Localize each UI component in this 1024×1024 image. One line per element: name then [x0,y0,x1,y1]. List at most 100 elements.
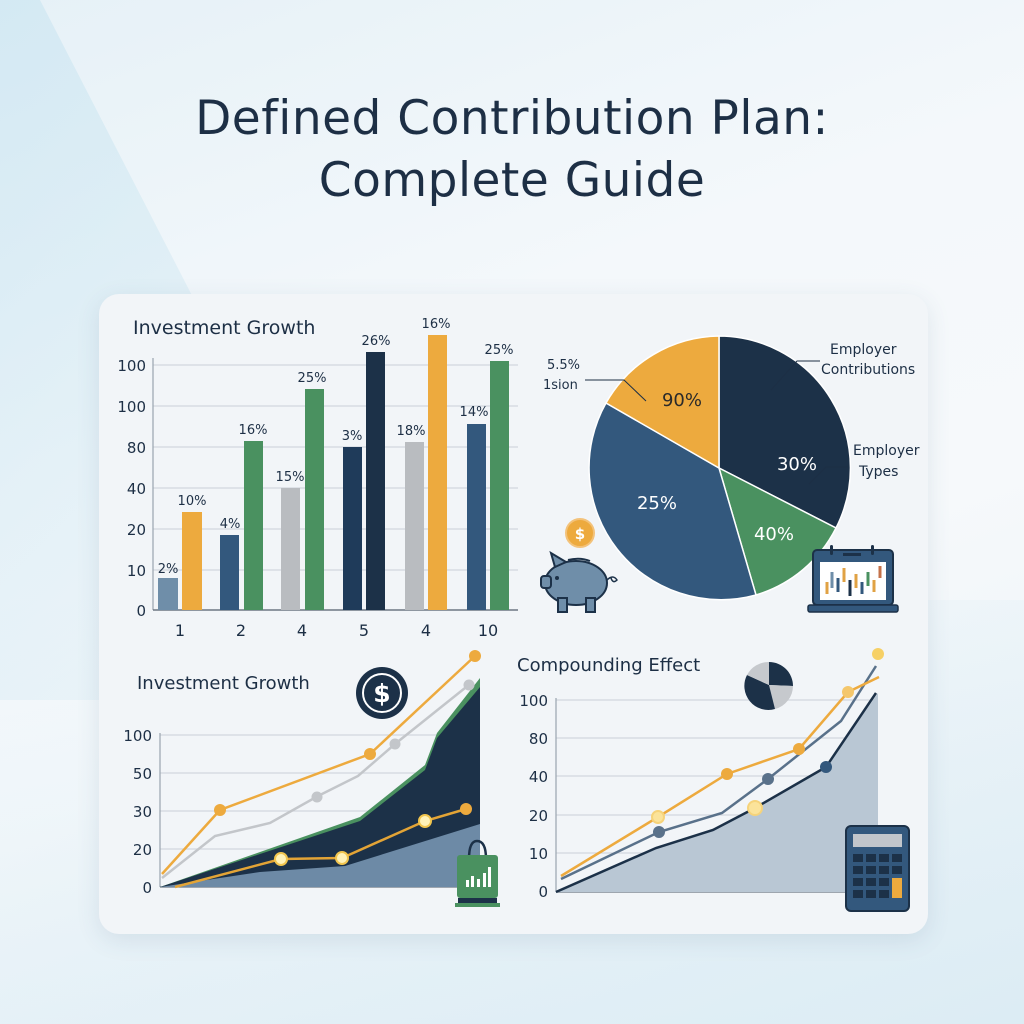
piggy-bank-icon: $ [540,518,618,613]
y-tick: 80 [529,730,548,748]
bar [490,361,509,610]
bar [305,389,324,610]
x-tick: 2 [236,621,246,640]
pie-leader-lines [585,360,848,485]
bar-value-label: 14% [460,405,489,420]
y-tick: 40 [127,480,146,498]
pie-annotation-employer-contributions: Contributions [821,362,915,378]
bar [220,535,239,610]
left-area-chart: Investment Growth 100 50 30 20 0 [123,650,500,907]
orange-line [161,655,476,875]
bar-chart-x-ticks: 1 2 4 5 4 10 [175,621,498,640]
data-point [364,748,376,760]
bar-chart-y-ticks: 100 100 80 40 20 10 0 [117,357,146,620]
data-point [418,814,432,828]
calculator-icon [845,825,910,912]
x-tick: 4 [297,621,307,640]
compounding-y-ticks: 100 80 40 20 10 0 [519,692,548,901]
data-point [747,800,763,816]
bar-chart-title: Investment Growth [133,317,315,339]
compounding-chart-title: Compounding Effect [517,655,700,676]
y-tick: 100 [117,398,146,416]
bar-chart-gridlines [153,364,518,571]
data-point [721,768,733,780]
left-area-y-ticks: 100 50 30 20 0 [123,727,152,897]
x-tick: 4 [421,621,431,640]
compounding-chart: Compounding Effect 100 80 40 20 10 0 [517,648,910,912]
light-blue-area [160,824,480,887]
y-tick: 10 [127,562,146,580]
y-tick: 100 [117,357,146,375]
bar [244,441,263,610]
pie-label-blue: 25% [637,493,677,514]
data-point [762,773,774,785]
data-point [274,852,288,866]
y-tick: 0 [136,602,146,620]
pie-slice-labels: 90% 30% 25% 40% [637,390,817,545]
title-line-1: Defined Contribution Plan: [195,91,829,146]
bar-value-label: 3% [342,429,363,444]
bar-value-label: 4% [220,517,241,532]
data-point [460,803,472,815]
y-tick: 0 [142,879,152,897]
y-tick: 0 [538,883,548,901]
data-point [842,686,854,698]
bar [158,578,178,610]
pie-label-navy: 30% [777,454,817,475]
left-area-chart-title: Investment Growth [137,673,310,694]
pie-annotation-left: 5.5% [547,358,580,373]
y-tick: 100 [519,692,548,710]
pie-label-orange: 90% [662,390,702,411]
compounding-area [556,693,878,892]
title-line-2: Complete Guide [318,153,706,208]
y-tick: 30 [133,803,152,821]
svg-text:$: $ [575,525,585,543]
data-point [469,650,481,662]
pie-annotation-employer-contributions: Employer [830,342,897,358]
y-tick: 80 [127,439,146,457]
data-point [820,761,832,773]
y-tick: 20 [529,807,548,825]
pie-slice-navy [718,335,852,530]
pie-slice-blue [588,401,757,601]
pie-annotation-employer-types: Types [858,464,898,480]
page-title: Defined Contribution Plan: Complete Guid… [0,88,1024,212]
y-tick: 20 [133,841,152,859]
data-point [653,826,665,838]
data-point [651,810,665,824]
data-point [389,738,401,750]
bar [428,335,447,610]
bar-value-label: 2% [158,562,179,577]
bar-value-label: 15% [276,470,305,485]
bar [467,424,486,610]
data-point [214,804,226,816]
bar-value-label: 16% [239,423,268,438]
svg-text:$: $ [373,679,390,708]
x-tick: 10 [478,621,498,640]
bar-value-label: 26% [362,334,391,349]
bar-chart-bars [158,335,509,610]
bar-value-label: 18% [397,424,426,439]
bar-value-labels: 2% 10% 4% 16% 15% 25% 3% 26% 18% 16% 14%… [158,317,514,577]
bar-value-label: 16% [422,317,451,332]
bar-value-label: 10% [178,494,207,509]
laptop-chart-icon [807,545,899,613]
navy-line [555,692,878,894]
y-tick: 10 [529,845,548,863]
data-point [311,791,323,803]
y-tick: 50 [133,765,152,783]
pie-annotation-left: 1sion [543,378,578,393]
bar-value-label: 25% [485,343,514,358]
pie-slice-green [717,466,838,596]
pie-chart: 90% 30% 25% 40% 5.5% 1sion Employer Cont… [540,335,920,613]
bar [182,512,202,610]
shopping-bag-chart-icon [455,839,500,907]
bar [366,352,385,610]
bar [281,488,300,610]
x-tick: 1 [175,621,185,640]
bar [405,442,424,610]
pie-slice-orange [604,335,720,470]
pie-label-green: 40% [754,524,794,545]
pie-annotation-employer-types: Employer [853,443,920,459]
